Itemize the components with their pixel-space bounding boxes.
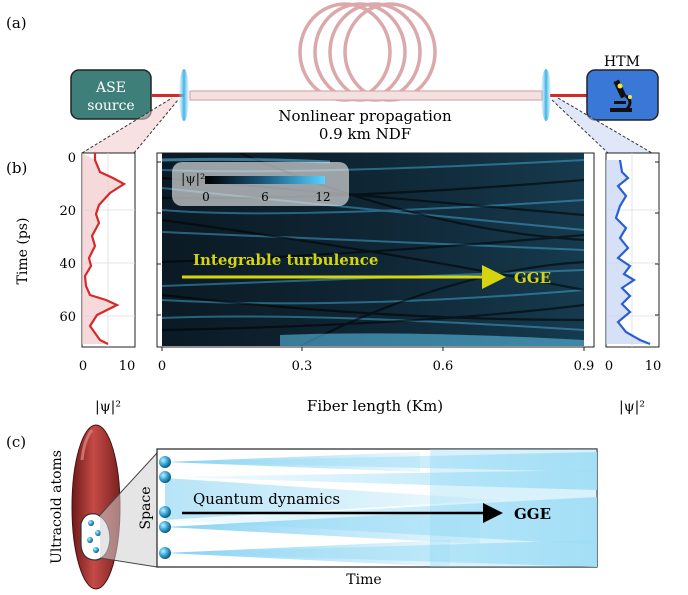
panel-a-label: (a) [6, 14, 27, 32]
atom-5 [159, 547, 171, 559]
right-profile-plot [605, 152, 660, 348]
main-x-tick-0: 0 [158, 359, 166, 374]
main-x-tick-03: 0.3 [292, 359, 313, 374]
fiber-caption-line1: Nonlinear propagation [278, 107, 452, 125]
atom-2 [159, 471, 171, 483]
fiber-caption-line2: 0.9 km NDF [319, 125, 411, 143]
colorbar-inset: |ψ|² 0 6 12 [172, 162, 349, 206]
colorbar-tick-6: 6 [261, 190, 269, 204]
ase-source-box [70, 69, 152, 120]
turbulence-gge-label: GGE [514, 269, 551, 287]
right-x-tick-10: 10 [645, 359, 662, 374]
y-axis-label: Time (ps) [15, 218, 31, 285]
y-tick-0: 0 [68, 151, 76, 166]
left-x-tick-0: 0 [79, 359, 87, 374]
y-tick-40: 40 [59, 257, 76, 272]
atom-dots [87, 520, 101, 553]
right-x-tick-0: 0 [605, 359, 613, 374]
panel-b-label: (b) [6, 159, 27, 177]
colorbar-gradient [205, 176, 325, 184]
left-x-tick-10: 10 [119, 359, 136, 374]
right-profile-fill [606, 160, 650, 344]
zoom-line-left-b [133, 99, 179, 154]
turbulence-label: Integrable turbulence [193, 251, 378, 269]
main-x-tick-09: 0.9 [574, 359, 595, 374]
colorbar-title: |ψ|² [181, 172, 205, 187]
ase-source-line2: source [87, 98, 134, 114]
atoms-label: Ultracold atoms [49, 450, 65, 564]
lens-left [179, 69, 189, 121]
colorbar-tick-0: 0 [202, 190, 210, 204]
quantum-label: Quantum dynamics [193, 490, 340, 508]
main-x-tick-06: 0.6 [433, 359, 454, 374]
ase-source-line1: ASE [95, 80, 126, 96]
space-label: Space [138, 486, 154, 529]
right-profile-line [614, 159, 651, 346]
atom-zoom-line-b [99, 557, 158, 568]
panel-c-label: (c) [6, 433, 26, 451]
time-label: Time [346, 572, 381, 588]
htm-label: HTM [604, 54, 640, 70]
atom-zoom-cone [100, 453, 157, 567]
zoom-cone-right [552, 98, 652, 153]
zoom-cone-left [82, 98, 178, 153]
main-x-ticks: 0 0.3 0.6 0.9 [158, 359, 594, 374]
left-profile-plot [81, 152, 136, 348]
left-profile-line [83, 153, 127, 345]
zoom-line-right-b [551, 99, 609, 154]
y-tick-20: 20 [59, 204, 76, 219]
right-x-label: |ψ|² [619, 399, 645, 415]
atom-1 [159, 456, 171, 468]
microscope-icon [610, 79, 632, 112]
atom-zoom-line-a [99, 452, 158, 516]
atom-4 [159, 521, 171, 533]
atom-3 [159, 506, 171, 518]
atom-cloud-highlight [80, 429, 94, 461]
zoom-line-left-a [81, 97, 173, 154]
zoom-line-right-a [557, 97, 653, 154]
quantum-gge-label: GGE [514, 505, 551, 523]
y-tick-60: 60 [59, 310, 76, 325]
fiber-coil [298, 2, 437, 102]
left-x-label: |ψ|² [95, 399, 121, 415]
main-x-label: Fiber length (Km) [307, 397, 443, 415]
colorbar-tick-12: 12 [315, 190, 330, 204]
lens-right [541, 69, 551, 121]
y-ticks: 0 20 40 60 [59, 151, 76, 325]
fiber-line [189, 90, 543, 101]
